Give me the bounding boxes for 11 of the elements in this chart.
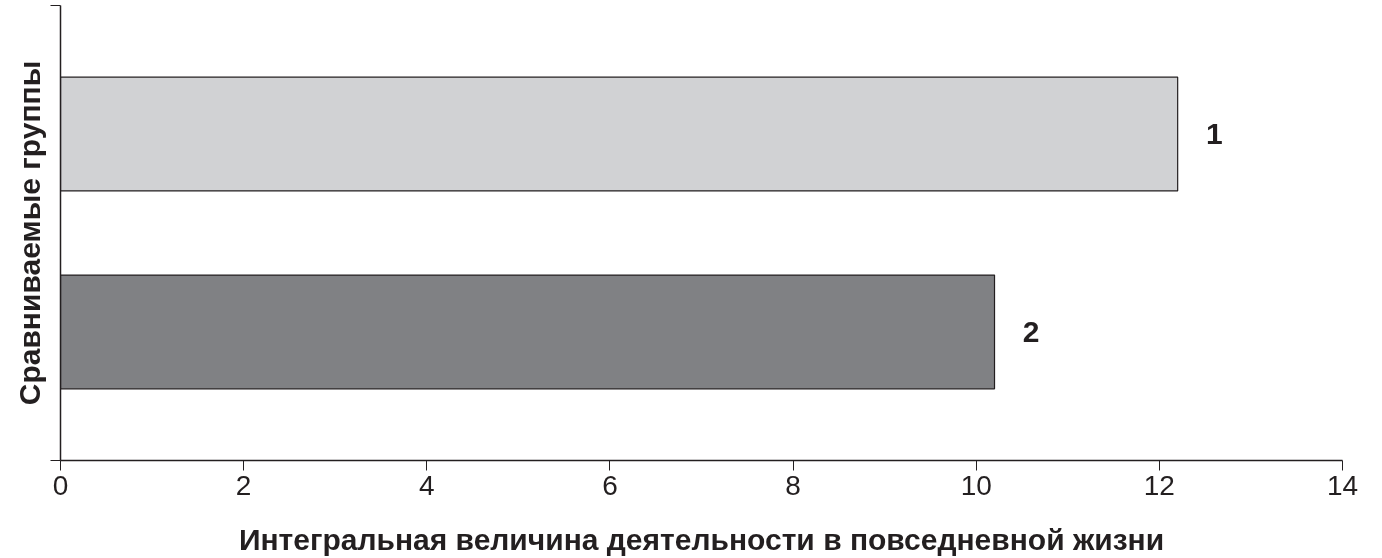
x-tick-label: 6 bbox=[602, 469, 618, 501]
x-axis-title: Интегральная величина деятельности в повседневной жизни bbox=[238, 522, 1165, 556]
x-tick-label: 14 bbox=[1326, 469, 1359, 501]
x-tick-label: 4 bbox=[419, 469, 435, 501]
y-axis-title: Сравниваемые группы bbox=[12, 60, 46, 406]
x-tick-label: 8 bbox=[785, 469, 801, 501]
y-tick-label: 1 bbox=[1205, 117, 1223, 151]
x-tick-label: 2 bbox=[235, 469, 252, 501]
x-tick-label: 12 bbox=[1143, 469, 1175, 501]
x-tick-label: 0 bbox=[52, 469, 69, 501]
x-tick-label: 10 bbox=[960, 469, 992, 501]
